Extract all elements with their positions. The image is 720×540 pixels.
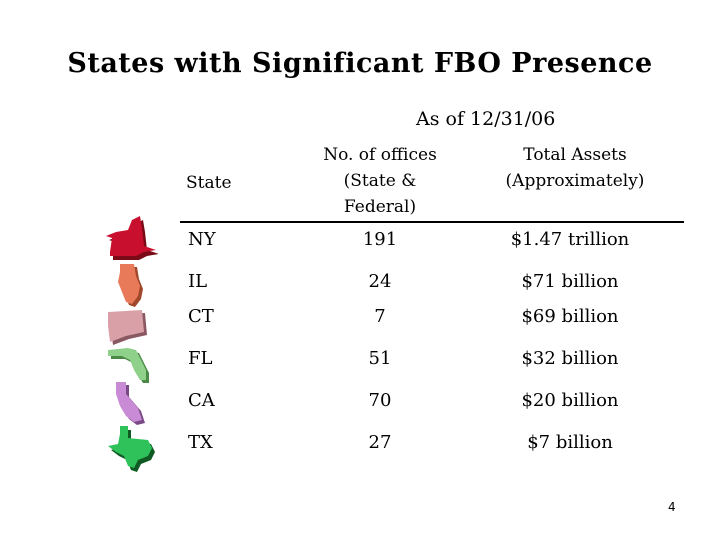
header-assets: Total Assets (Approximately) (490, 142, 660, 194)
row-il-assets: $71 billion (521, 271, 619, 292)
texas-state-icon (108, 426, 155, 472)
new-york-state-icon (106, 216, 158, 260)
header-offices-line1: No. of offices (323, 145, 437, 165)
header-assets-line1: Total Assets (523, 145, 627, 165)
row-tx-state: TX (188, 432, 213, 453)
row-ct-offices: 7 (374, 306, 386, 327)
row-tx-offices: 27 (368, 432, 392, 453)
header-state: State (186, 173, 232, 193)
row-ca-assets: $20 billion (521, 390, 619, 411)
row-fl-state: FL (188, 348, 213, 369)
header-divider (180, 221, 684, 223)
il-shape (118, 264, 140, 304)
row-ct-state: CT (188, 306, 214, 327)
row-tx-assets: $7 billion (527, 432, 613, 453)
row-ca-offices: 70 (368, 390, 392, 411)
row-ny-assets: $1.47 trillion (510, 229, 630, 250)
row-il-state: IL (188, 271, 208, 292)
row-fl-assets: $32 billion (521, 348, 619, 369)
header-offices-line3: Federal) (343, 197, 417, 217)
page-title: States with Significant FBO Presence (67, 48, 653, 79)
row-fl-offices: 51 (368, 348, 392, 369)
connecticut-state-icon (108, 310, 147, 345)
ct-shape (108, 310, 144, 342)
row-ny-offices: 191 (362, 229, 398, 250)
header-offices: No. of offices (State & Federal) (305, 142, 455, 220)
row-il-offices: 24 (368, 271, 392, 292)
tx-shape (108, 426, 152, 468)
header-assets-line2: (Approximately) (505, 171, 645, 191)
row-ny-state: NY (188, 229, 216, 250)
page-number: 4 (668, 500, 676, 514)
row-ct-assets: $69 billion (521, 306, 619, 327)
fl-shape (108, 348, 146, 380)
illinois-state-icon (118, 264, 143, 307)
header-offices-line2: (State & (343, 171, 417, 191)
ny-shape (106, 216, 156, 256)
ca-shape (116, 382, 142, 422)
california-state-icon (116, 382, 145, 425)
as-of-date: As of 12/31/06 (416, 108, 556, 130)
row-ca-state: CA (188, 390, 215, 411)
florida-state-icon (108, 348, 149, 383)
